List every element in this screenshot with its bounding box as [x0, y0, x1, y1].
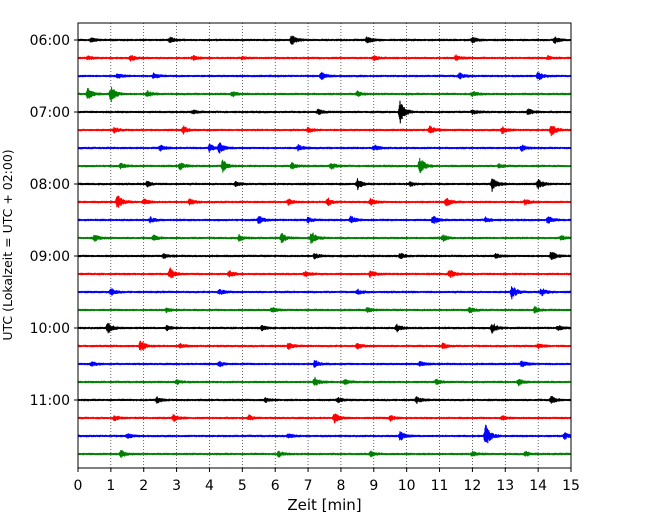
x-tick-label-14: 14 [529, 478, 547, 494]
trace-1015 [77, 340, 572, 351]
y-axis-label: UTC (Lokalzeit = UTC + 02:00) [0, 149, 15, 340]
trace-0730 [77, 142, 572, 154]
trace-0815 [77, 195, 572, 208]
plot-frame [77, 22, 572, 469]
trace-0800 [77, 178, 572, 192]
trace-0745 [77, 157, 572, 174]
x-tick-label-0: 0 [74, 478, 83, 494]
x-tick-label-11: 11 [431, 478, 449, 494]
x-axis-label: Zeit [min] [287, 496, 361, 514]
y-axis-ticks: 06:00 07:00 08:00 09:00 10:00 11:00 [30, 33, 78, 409]
trace-0600 [77, 35, 572, 45]
x-tick-label-13: 13 [496, 478, 514, 494]
x-axis-ticks: 0 1 2 3 4 5 6 7 8 9 10 11 12 13 14 15 [74, 468, 580, 494]
x-tick-label-3: 3 [172, 478, 181, 494]
trace-1145 [77, 449, 572, 459]
trace-1045 [77, 376, 572, 387]
x-tick-label-7: 7 [304, 478, 313, 494]
trace-1130 [77, 424, 572, 444]
trace-1030 [77, 359, 572, 368]
trace-0645 [77, 86, 572, 103]
grid-lines [110, 23, 539, 468]
trace-0845 [77, 232, 572, 244]
y-tick-label-5: 11:00 [30, 393, 70, 409]
trace-0615 [77, 54, 572, 62]
trace-1100 [77, 395, 572, 405]
trace-1115 [77, 413, 572, 424]
trace-0900 [77, 251, 572, 261]
y-tick-label-4: 10:00 [30, 321, 70, 337]
y-tick-label-2: 08:00 [30, 177, 70, 193]
seismic-traces [77, 35, 572, 459]
y-tick-label-1: 07:00 [30, 105, 70, 121]
x-tick-label-8: 8 [336, 478, 345, 494]
x-tick-label-2: 2 [139, 478, 148, 494]
y-tick-label-3: 09:00 [30, 249, 70, 265]
x-tick-label-9: 9 [369, 478, 378, 494]
trace-0715 [77, 125, 572, 137]
x-tick-label-15: 15 [562, 478, 580, 494]
y-tick-label-0: 06:00 [30, 33, 70, 49]
x-tick-label-10: 10 [398, 478, 416, 494]
trace-0700 [77, 100, 572, 124]
trace-0915 [77, 267, 572, 279]
x-tick-label-1: 1 [106, 478, 115, 494]
x-tick-label-4: 4 [205, 478, 214, 494]
trace-0830 [77, 215, 572, 225]
x-tick-label-5: 5 [238, 478, 247, 494]
trace-0945 [77, 305, 572, 314]
trace-0930 [77, 286, 572, 300]
trace-1000 [77, 322, 572, 334]
trace-0630 [77, 71, 572, 81]
x-tick-label-12: 12 [463, 478, 481, 494]
x-tick-label-6: 6 [271, 478, 280, 494]
